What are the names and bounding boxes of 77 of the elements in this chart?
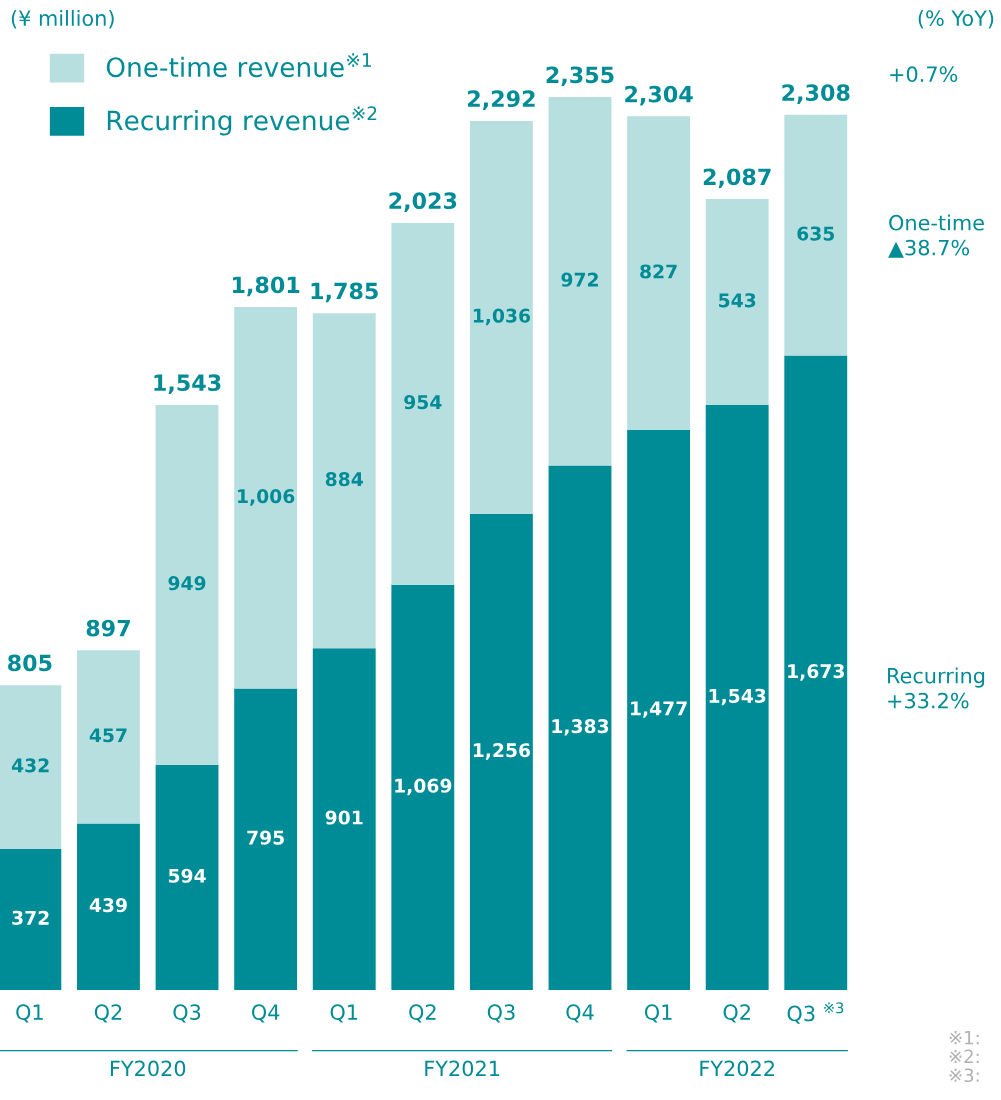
bar: [705, 199, 769, 405]
bar: [784, 355, 848, 990]
x-tick-label: Q1: [16, 1004, 43, 1023]
bar: [77, 823, 140, 990]
data-label: 439: [89, 898, 127, 913]
text: FY2021: [425, 1060, 500, 1077]
total-label: 1,785: [311, 282, 378, 303]
data-label: 635: [797, 226, 835, 241]
bar: [312, 648, 376, 990]
x-tick-label: Q4: [566, 1004, 594, 1023]
x-tick-label: Q2: [723, 1004, 750, 1023]
legend-label: Recurring revenue$^{※2}$: [107, 106, 377, 136]
bar: [0, 848, 62, 990]
x-tick-label: Q3 $^{※3}$: [787, 1002, 844, 1024]
text: One-time ▲38.7%: [888, 214, 984, 258]
x-tick-label: Q2: [94, 1004, 122, 1023]
x-tick-label: Q4: [251, 1004, 280, 1023]
data-label: 1,006: [238, 489, 295, 506]
legend-label: One-time revenue$^{※1}$: [106, 53, 371, 78]
data-label: 884: [325, 472, 363, 487]
bar: [469, 513, 533, 990]
x-tick-label: Q1: [644, 1004, 672, 1023]
bar: [627, 116, 691, 430]
data-label: 457: [89, 728, 127, 743]
data-label: 949: [168, 576, 206, 591]
data-label: 594: [168, 868, 206, 883]
bar: [469, 120, 533, 514]
total-label: 2,355: [546, 66, 614, 87]
data-label: 972: [561, 272, 598, 287]
text: +0.7%: [890, 66, 958, 83]
bar: [155, 404, 219, 765]
data-label: 1,069: [395, 778, 452, 796]
x-tick-label: Q3: [487, 1004, 515, 1023]
bar: [627, 429, 691, 990]
data-label: 543: [719, 293, 756, 308]
total-label: 1,801: [233, 276, 300, 297]
data-label: 1,543: [709, 688, 766, 706]
data-label: 1,477: [631, 701, 687, 718]
text: (% YoY): [918, 9, 994, 29]
data-label: 1,256: [473, 743, 531, 760]
data-label: 372: [12, 910, 49, 925]
total-label: 2,304: [625, 85, 693, 106]
data-label: 432: [11, 758, 49, 773]
bar: [155, 764, 219, 990]
text: FY2022: [700, 1060, 774, 1077]
total-label: 897: [86, 619, 130, 637]
bar: [548, 97, 612, 466]
bar: [0, 685, 62, 849]
total-label: 2,023: [389, 192, 457, 212]
text: ※1: ※2: ※3:: [949, 1030, 979, 1083]
bar: [234, 307, 298, 689]
bar: [77, 650, 140, 824]
total-label: 2,308: [782, 84, 850, 104]
data-label: 901: [325, 810, 363, 825]
bar: [784, 114, 848, 356]
bar: [391, 584, 455, 990]
text: Recurring +33.2%: [888, 667, 985, 709]
data-label: 795: [247, 830, 284, 845]
total-label: 2,087: [703, 168, 771, 189]
data-label: 827: [640, 264, 677, 279]
total-label: 1,543: [154, 374, 221, 394]
total-label: 2,292: [468, 90, 535, 110]
data-label: 954: [404, 395, 442, 410]
total-label: 805: [8, 654, 52, 672]
data-label: 1,673: [788, 664, 844, 681]
data-label: 1,383: [552, 719, 609, 736]
bar: [705, 404, 769, 990]
text: (¥ million): [11, 9, 114, 29]
bar: [548, 465, 612, 990]
x-tick-label: Q1: [330, 1004, 358, 1023]
data-label: 1,036: [473, 308, 531, 326]
bar: [312, 313, 376, 649]
bar: [391, 222, 455, 585]
x-tick-label: Q2: [409, 1004, 436, 1023]
x-tick-label: Q3: [173, 1004, 201, 1023]
text: FY2020: [110, 1060, 186, 1077]
bar: [234, 688, 298, 990]
